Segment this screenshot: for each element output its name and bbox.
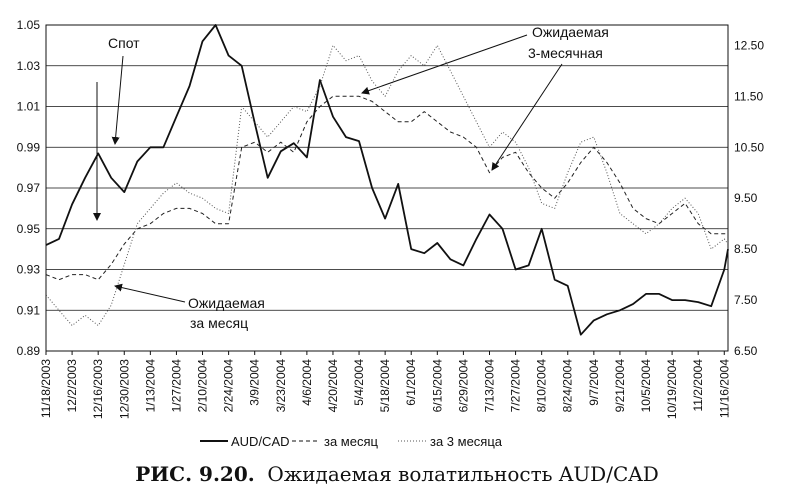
x-tick-label: 4/20/2004 — [326, 359, 340, 413]
right-tick-label: 11.50 — [734, 89, 763, 103]
annotation-monthly-arrow — [114, 283, 186, 303]
figure-caption: РИС. 9.20. Ожидаемая волатильность AUD/C… — [0, 462, 794, 486]
right-tick-label: 12.50 — [734, 38, 764, 52]
figure-title: Ожидаемая волатильность AUD/CAD — [267, 462, 659, 486]
x-axis-ticks: 11/18/2003 12/2/2003 12/16/2003 12/30/2003 1… — [39, 351, 731, 419]
left-tick-label: 0.95 — [17, 222, 41, 236]
gridlines — [46, 65, 728, 311]
x-tick-label: 12/30/2003 — [117, 359, 131, 419]
x-tick-label: 11/18/2003 — [39, 359, 53, 418]
plot-frame — [45, 24, 729, 352]
x-tick-label: 8/10/2004 — [535, 359, 549, 413]
x-tick-label: 7/13/2004 — [482, 359, 496, 413]
x-tick-label: 11/16/2004 — [717, 359, 731, 418]
x-tick-label: 5/18/2004 — [378, 359, 392, 413]
x-tick-label: 3/9/2004 — [248, 359, 262, 406]
annotation-three-month-line1: Ожидаемая — [532, 24, 609, 40]
right-tick-label: 8.50 — [734, 242, 758, 256]
right-tick-label: 10.50 — [734, 140, 764, 154]
x-tick-label: 12/2/2003 — [65, 359, 79, 413]
annotation-three-month-line2: 3-месячная — [528, 45, 603, 61]
right-tick-label: 9.50 — [734, 191, 758, 205]
left-axis-ticks: 0.89 0.91 0.93 0.95 0.97 0.99 1.01 1.03 1.05 — [17, 18, 41, 358]
annotation-three-month-arrow-1 — [361, 34, 528, 95]
x-tick-label: 12/16/2003 — [91, 359, 105, 419]
left-tick-label: 0.89 — [17, 344, 41, 358]
x-tick-label: 1/13/2004 — [143, 359, 157, 413]
x-tick-label: 2/10/2004 — [196, 359, 210, 413]
annotation-monthly-line2: за месяц — [190, 315, 248, 331]
annotation-spot-text: Спот — [108, 35, 140, 51]
x-tick-label: 5/4/2004 — [352, 359, 366, 406]
annotation-three-month: Ожидаемая 3-месячная — [361, 24, 609, 171]
chart: 11/18/2003 12/2/2003 12/16/2003 12/30/2003 1… — [17, 18, 765, 449]
x-tick-label: 10/5/2004 — [639, 359, 653, 413]
right-axis-ticks: 6.50 7.50 8.50 9.50 10.50 11.50 12.50 — [734, 38, 764, 358]
x-tick-label: 9/7/2004 — [587, 359, 601, 406]
x-tick-label: 3/23/2004 — [274, 359, 288, 413]
annotation-monthly-line1: Ожидаемая — [188, 295, 265, 311]
x-tick-label: 2/24/2004 — [222, 359, 236, 413]
left-tick-label: 1.03 — [17, 59, 41, 73]
x-tick-label: 8/24/2004 — [561, 359, 575, 413]
x-tick-label: 10/19/2004 — [665, 359, 679, 419]
left-tick-label: 0.97 — [17, 181, 41, 195]
left-tick-label: 0.91 — [17, 303, 41, 317]
x-tick-label: 7/27/2004 — [509, 359, 523, 413]
x-tick-label: 11/2/2004 — [691, 359, 705, 412]
x-tick-label: 6/15/2004 — [430, 359, 444, 413]
left-tick-label: 0.93 — [17, 263, 41, 277]
legend: AUD/CAD за месяц за 3 месяца — [200, 434, 503, 449]
legend-label-spot: AUD/CAD — [231, 434, 290, 449]
left-tick-label: 1.01 — [17, 100, 41, 114]
series-line-3month — [45, 44, 729, 326]
left-tick-label: 0.99 — [17, 140, 41, 154]
series-line-spot — [45, 24, 729, 336]
figure-number: РИС. 9.20. — [135, 462, 255, 486]
left-tick-label: 1.05 — [17, 18, 41, 32]
annotation-spot-arrow — [111, 55, 124, 145]
annotation-monthly: Ожидаемая за месяц — [114, 283, 265, 331]
annotation-spot: Спот — [108, 35, 140, 145]
x-tick-label: 1/27/2004 — [169, 359, 183, 413]
x-tick-label: 4/6/2004 — [300, 359, 314, 406]
series-lines — [45, 24, 729, 336]
annotation-three-month-arrow-2 — [491, 63, 563, 171]
right-tick-label: 7.50 — [734, 293, 758, 307]
x-tick-label: 9/21/2004 — [613, 359, 627, 413]
x-tick-label: 6/29/2004 — [456, 359, 470, 413]
right-tick-label: 6.50 — [734, 344, 758, 358]
x-tick-label: 6/1/2004 — [404, 359, 418, 406]
series-line-month — [45, 95, 728, 281]
legend-label-month: за месяц — [324, 434, 379, 449]
legend-label-3month: за 3 месяца — [430, 434, 503, 449]
